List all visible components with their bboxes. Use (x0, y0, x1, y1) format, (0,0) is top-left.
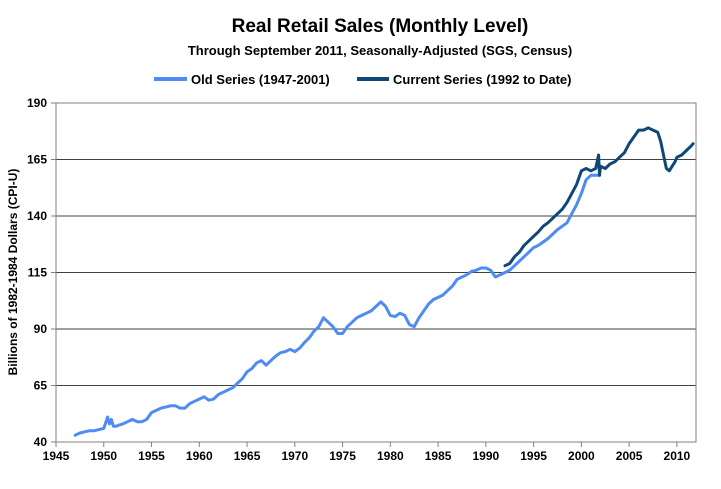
y-tick-label-165: 165 (27, 153, 47, 167)
x-tick-label-1945: 1945 (43, 449, 70, 463)
gridlines (56, 159, 696, 386)
x-tick-label-1970: 1970 (281, 449, 308, 463)
series-layer (73, 126, 695, 437)
y-axis: 40 65 90 115 140 165 190 (27, 96, 56, 449)
x-tick-label-1955: 1955 (138, 449, 165, 463)
y-tick-label-40: 40 (34, 435, 48, 449)
x-tick-label-1980: 1980 (377, 449, 404, 463)
x-tick-label-1950: 1950 (90, 449, 117, 463)
x-tick-label-1960: 1960 (186, 449, 213, 463)
series-line-current-series (503, 126, 695, 268)
y-tick-label-140: 140 (27, 209, 47, 223)
y-tick-label-190: 190 (27, 96, 47, 110)
x-tick-label-2000: 2000 (568, 449, 595, 463)
chart-title: Real Retail Sales (Monthly Level) (232, 16, 529, 37)
x-tick-label-1990: 1990 (472, 449, 499, 463)
x-tick-label-1975: 1975 (329, 449, 356, 463)
y-tick-label-115: 115 (28, 266, 48, 280)
chart-subtitle: Through September 2011, Seasonally-Adjus… (188, 43, 572, 58)
legend: Old Series (1947-2001) Current Series (1… (154, 72, 571, 87)
x-tick-label-1995: 1995 (520, 449, 547, 463)
y-axis-title: Billions of 1982-1984 Dollars (CPI-U) (6, 169, 20, 376)
series-line-old-series (73, 173, 601, 437)
legend-old-series-label: Old Series (1947-2001) (191, 72, 330, 87)
x-tick-label-2010: 2010 (664, 449, 691, 463)
x-tick-label-1965: 1965 (234, 449, 261, 463)
x-tick-label-1985: 1985 (425, 449, 452, 463)
y-tick-label-90: 90 (34, 322, 48, 336)
y-tick-label-65: 65 (34, 379, 48, 393)
legend-current-series-label: Current Series (1992 to Date) (393, 72, 571, 87)
x-tick-label-2005: 2005 (616, 449, 643, 463)
x-axis: 1945 1950 1955 1960 1965 1970 1975 1980 1985 1990… (43, 442, 691, 463)
